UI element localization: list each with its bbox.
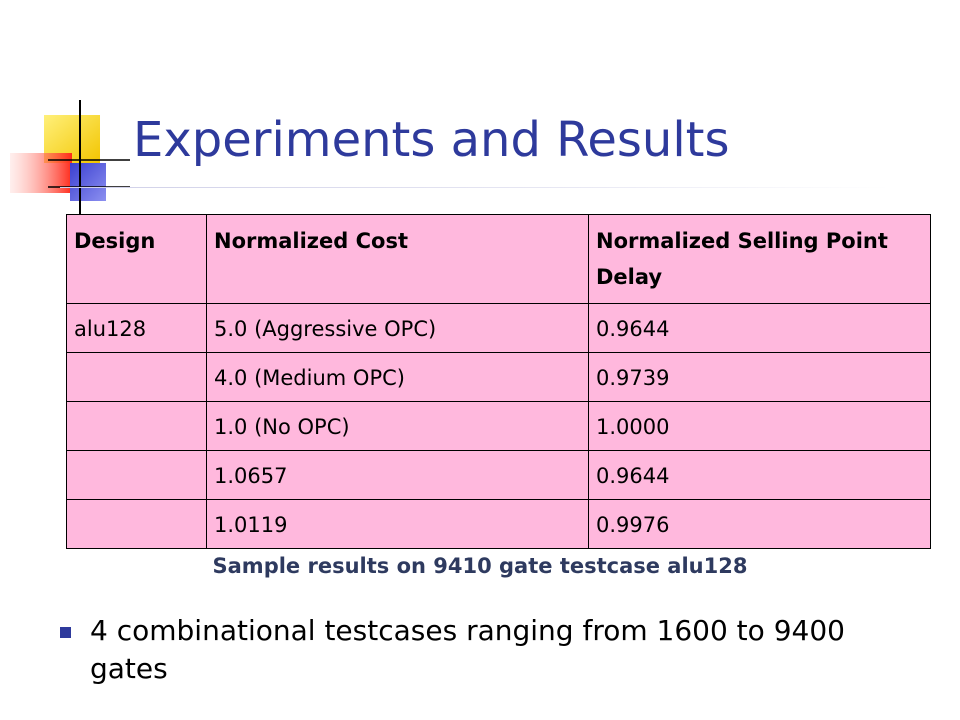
cell-cost: 1.0 (No OPC)	[206, 401, 589, 451]
slide-title: Experiments and Results	[133, 112, 730, 168]
table-row: 1.0657 0.9644	[66, 450, 931, 500]
cell-design: alu128	[66, 303, 207, 353]
header-normalized-cost: Normalized Cost	[206, 214, 589, 304]
square-bullet-icon	[60, 627, 71, 638]
cell-delay: 0.9739	[588, 352, 931, 402]
cell-design	[66, 352, 207, 402]
table-row: alu128 5.0 (Aggressive OPC) 0.9644	[66, 303, 931, 353]
cell-design	[66, 401, 207, 451]
table-row: 1.0119 0.9976	[66, 499, 931, 549]
title-underline	[60, 187, 890, 188]
cell-delay: 0.9644	[588, 303, 931, 353]
cell-delay: 0.9644	[588, 450, 931, 500]
cell-cost: 1.0657	[206, 450, 589, 500]
cell-cost: 1.0119	[206, 499, 589, 549]
cell-cost: 4.0 (Medium OPC)	[206, 352, 589, 402]
header-normalized-delay: Normalized Selling Point Delay	[588, 214, 931, 304]
table-caption: Sample results on 9410 gate testcase alu…	[212, 554, 748, 578]
bullet-text: 4 combinational testcases ranging from 1…	[90, 614, 845, 685]
bullet-item: 4 combinational testcases ranging from 1…	[60, 612, 880, 688]
cell-delay: 1.0000	[588, 401, 931, 451]
table-row: 1.0 (No OPC) 1.0000	[66, 401, 931, 451]
cell-cost: 5.0 (Aggressive OPC)	[206, 303, 589, 353]
slide-logo-decoration	[10, 100, 130, 220]
table-row: 4.0 (Medium OPC) 0.9739	[66, 352, 931, 402]
header-design: Design	[66, 214, 207, 304]
cell-design	[66, 450, 207, 500]
cell-design	[66, 499, 207, 549]
table-header-row: Design Normalized Cost Normalized Sellin…	[66, 214, 931, 304]
results-table: Design Normalized Cost Normalized Sellin…	[66, 214, 931, 549]
cell-delay: 0.9976	[588, 499, 931, 549]
